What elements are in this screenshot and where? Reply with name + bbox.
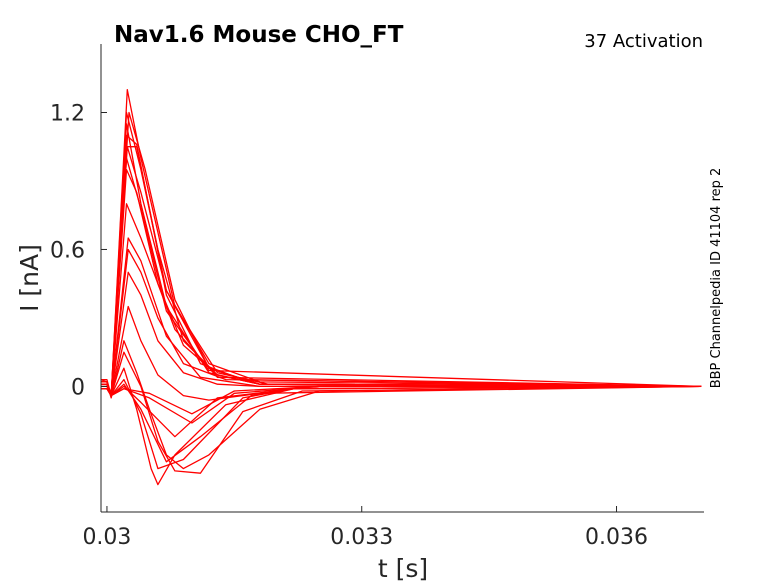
y-tick-label-2: 0.6 (50, 238, 85, 263)
series-line-13 (101, 168, 702, 397)
series-line-5 (101, 378, 702, 470)
series-line-8 (101, 340, 702, 470)
series-line-2 (101, 385, 702, 424)
series-line-17 (101, 89, 702, 397)
series-line-16 (101, 111, 702, 397)
series-line-15 (101, 123, 702, 397)
series-line-22 (101, 203, 702, 397)
series-line-18 (101, 111, 702, 397)
ticks-layer: 0.03 0.033 0.036 0 0.6 1.2 (50, 101, 648, 550)
series-line-20 (101, 146, 702, 397)
chart-title: Nav1.6 Mouse CHO_FT (114, 22, 404, 48)
series-line-3 (101, 385, 702, 438)
series-line-21 (101, 157, 702, 397)
x-tick-label-3: 0.036 (585, 525, 648, 550)
side-note: BBP Channelpedia ID 41104 rep 2 (709, 168, 724, 389)
series-line-14 (101, 146, 702, 397)
x-tick-label-1: 0.03 (82, 525, 131, 550)
chart-subtitle: 37 Activation (584, 31, 703, 52)
y-tick-label-1: 0 (71, 375, 85, 400)
series-line-19 (101, 134, 702, 397)
y-axis-label: I [nA] (15, 244, 44, 312)
series-line-11 (101, 248, 702, 397)
y-tick-label-3: 1.2 (50, 101, 85, 126)
series-line-12 (101, 237, 702, 397)
x-axis-label: t [s] (378, 554, 428, 583)
series-layer (100, 89, 702, 486)
x-tick-label-2: 0.033 (330, 525, 393, 550)
